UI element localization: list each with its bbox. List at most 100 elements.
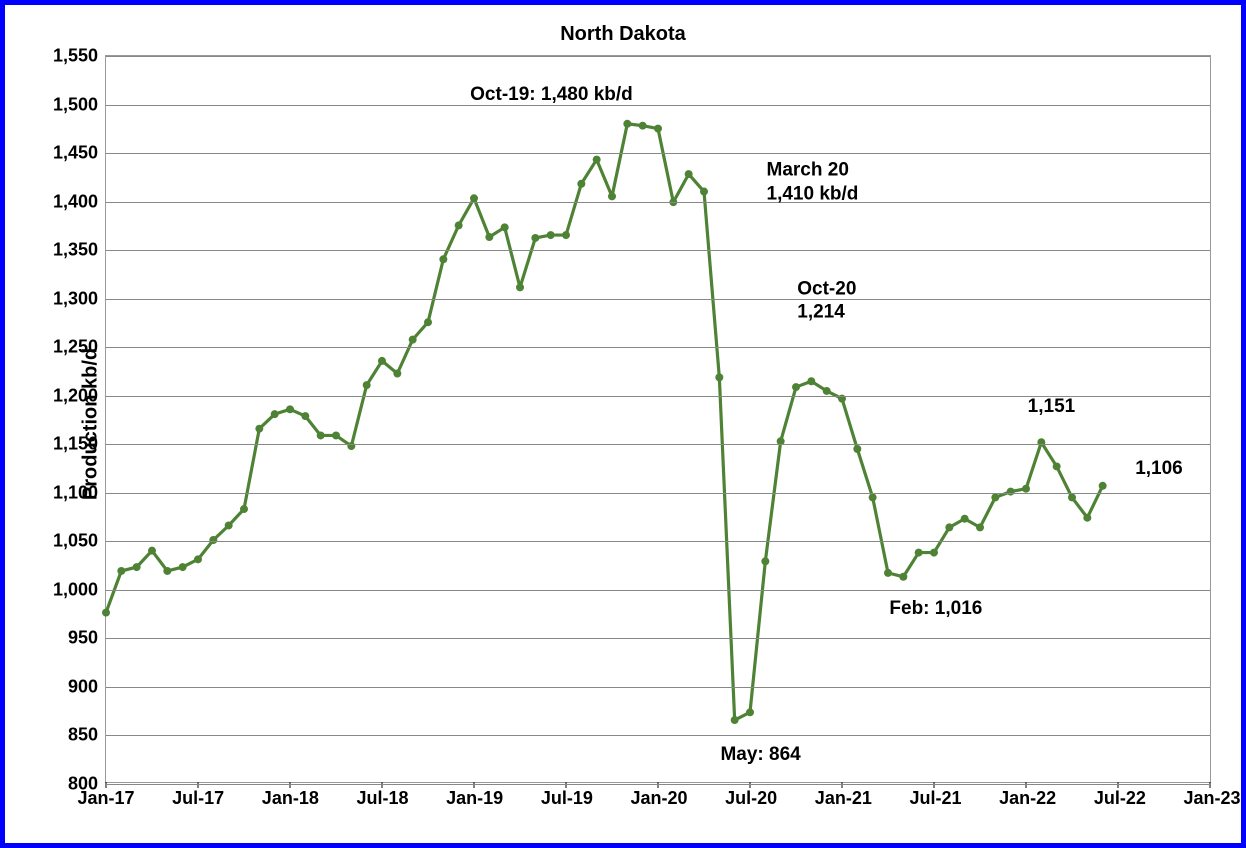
series-line xyxy=(106,124,1103,720)
y-tick-label: 1,300 xyxy=(53,288,106,309)
data-point xyxy=(240,505,248,513)
data-point xyxy=(608,192,616,200)
data-point xyxy=(899,573,907,581)
data-point xyxy=(715,373,723,381)
data-point xyxy=(884,569,892,577)
data-point xyxy=(853,445,861,453)
data-point xyxy=(807,377,815,385)
data-point xyxy=(792,383,800,391)
y-tick-label: 1,050 xyxy=(53,531,106,552)
x-tick-label: Jul-17 xyxy=(172,782,224,809)
data-point xyxy=(225,521,233,529)
gridline xyxy=(106,56,1210,57)
x-tick-label: Jan-19 xyxy=(446,782,503,809)
data-point xyxy=(945,523,953,531)
y-tick-label: 1,450 xyxy=(53,143,106,164)
y-tick-label: 1,150 xyxy=(53,434,106,455)
data-point xyxy=(991,493,999,501)
data-point xyxy=(654,125,662,133)
chart-annotation: 1,151 xyxy=(1028,396,1076,420)
data-point xyxy=(163,567,171,575)
data-point xyxy=(301,412,309,420)
data-point xyxy=(439,255,447,263)
data-point xyxy=(961,515,969,523)
data-point xyxy=(317,431,325,439)
y-tick-label: 1,000 xyxy=(53,579,106,600)
y-axis-label: Production kb/d xyxy=(80,348,103,500)
data-point xyxy=(761,557,769,565)
data-point xyxy=(639,122,647,130)
data-point xyxy=(915,549,923,557)
data-point xyxy=(485,233,493,241)
data-point xyxy=(102,609,110,617)
y-tick-label: 900 xyxy=(68,676,106,697)
data-point xyxy=(455,221,463,229)
gridline xyxy=(106,590,1210,591)
y-tick-label: 1,100 xyxy=(53,482,106,503)
x-tick-label: Jan-23 xyxy=(1183,782,1240,809)
data-point xyxy=(930,549,938,557)
y-tick-label: 1,200 xyxy=(53,385,106,406)
x-tick-label: Jan-17 xyxy=(77,782,134,809)
x-tick-label: Jul-19 xyxy=(541,782,593,809)
data-point xyxy=(1083,514,1091,522)
data-point xyxy=(869,493,877,501)
chart-annotation: March 201,410 kb/d xyxy=(767,158,859,206)
y-tick-label: 1,550 xyxy=(53,46,106,67)
chart-annotation: May: 864 xyxy=(720,743,800,767)
chart-annotation: Oct-19: 1,480 kb/d xyxy=(470,83,633,107)
data-point xyxy=(531,234,539,242)
gridline xyxy=(106,493,1210,494)
chart-title: North Dakota xyxy=(560,23,686,46)
x-tick-label: Jan-18 xyxy=(262,782,319,809)
data-point xyxy=(1068,493,1076,501)
gridline xyxy=(106,541,1210,542)
data-point xyxy=(976,523,984,531)
x-tick-label: Jan-22 xyxy=(999,782,1056,809)
y-tick-label: 850 xyxy=(68,725,106,746)
gridline xyxy=(106,153,1210,154)
data-point xyxy=(393,370,401,378)
data-point xyxy=(516,283,524,291)
gridline xyxy=(106,347,1210,348)
data-point xyxy=(117,567,125,575)
chart-annotation: Oct-201,214 xyxy=(797,277,856,325)
data-point xyxy=(577,180,585,188)
data-point xyxy=(823,387,831,395)
gridline xyxy=(106,687,1210,688)
gridline xyxy=(106,299,1210,300)
chart-container: North Dakota Production kb/d 80085090095… xyxy=(0,0,1246,848)
gridline xyxy=(106,638,1210,639)
data-point xyxy=(562,231,570,239)
data-point xyxy=(593,156,601,164)
plot-area: 8008509009501,0001,0501,1001,1501,2001,2… xyxy=(105,55,1211,783)
data-point xyxy=(286,405,294,413)
chart-annotation: Feb: 1,016 xyxy=(889,597,982,621)
data-point xyxy=(1022,485,1030,493)
gridline xyxy=(106,735,1210,736)
data-point xyxy=(209,536,217,544)
x-tick-label: Jul-20 xyxy=(725,782,777,809)
data-point xyxy=(409,336,417,344)
x-tick-label: Jul-22 xyxy=(1094,782,1146,809)
data-point xyxy=(148,547,156,555)
data-point xyxy=(363,381,371,389)
y-tick-label: 950 xyxy=(68,628,106,649)
data-point xyxy=(378,357,386,365)
data-point xyxy=(332,431,340,439)
x-tick-label: Jul-18 xyxy=(356,782,408,809)
data-point xyxy=(1053,462,1061,470)
x-tick-label: Jul-21 xyxy=(909,782,961,809)
chart-annotation: 1,106 xyxy=(1135,457,1183,481)
data-point xyxy=(731,716,739,724)
data-point xyxy=(271,410,279,418)
data-point xyxy=(133,563,141,571)
data-point xyxy=(424,318,432,326)
data-point xyxy=(685,170,693,178)
data-point xyxy=(623,120,631,128)
y-tick-label: 1,400 xyxy=(53,191,106,212)
data-point xyxy=(501,223,509,231)
gridline xyxy=(106,444,1210,445)
data-point xyxy=(1007,488,1015,496)
data-point xyxy=(179,563,187,571)
